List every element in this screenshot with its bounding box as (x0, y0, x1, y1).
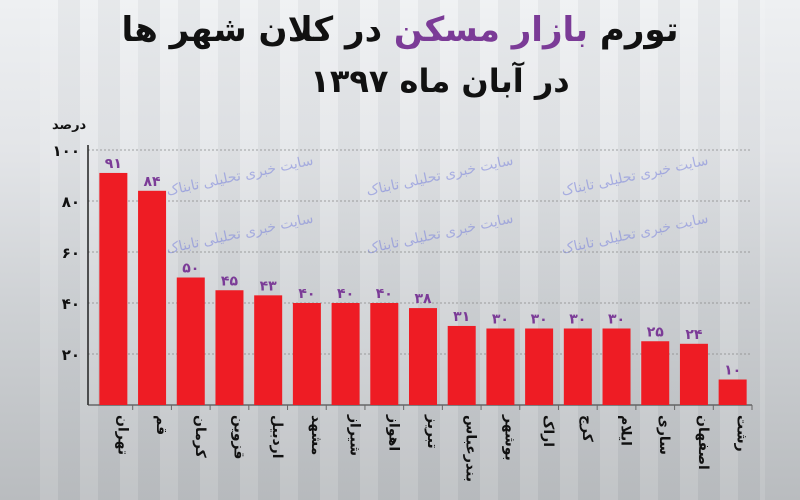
y-tick-label: ۲۰ (62, 346, 80, 364)
data-label: ۴۳ (260, 278, 278, 294)
x-tick-label: بوشهر (501, 414, 517, 461)
x-tick-label: قزوین (230, 415, 246, 459)
data-label: ۳۰ (492, 312, 509, 328)
bar (486, 328, 515, 405)
bar (370, 303, 399, 405)
y-axis-label: درصد (52, 118, 87, 133)
bar (138, 190, 167, 405)
data-label: ۴۰ (337, 286, 354, 302)
data-label: ۳۸ (414, 291, 432, 307)
x-tick-label: مشهد (308, 415, 324, 455)
x-tick-label: اصفهان (695, 415, 711, 470)
bar (331, 303, 360, 405)
bar (409, 308, 437, 405)
data-label: ۵۰ (182, 261, 199, 277)
data-label: ۱۰ (724, 363, 741, 379)
data-label: ۴۰ (298, 286, 315, 302)
bar (292, 303, 321, 405)
x-tick-label: تهران (114, 415, 130, 455)
data-label: ۸۴ (144, 174, 162, 190)
x-tick-label: کرج (579, 415, 595, 443)
data-label: ۲۴ (685, 327, 703, 343)
data-label: ۴۵ (221, 273, 239, 289)
data-label: ۳۰ (569, 312, 586, 328)
data-label: ۴۰ (376, 286, 393, 302)
x-tick-label: شیراز (347, 414, 363, 456)
bar (176, 277, 205, 405)
x-tick-label: کرمان (192, 415, 208, 459)
title-part1: تورم (599, 10, 679, 50)
y-tick-label: ۶۰ (62, 244, 80, 262)
bar (602, 328, 631, 405)
x-tick-label: تبریز (424, 414, 440, 449)
data-label: ۲۵ (647, 324, 665, 340)
bar (99, 172, 128, 405)
y-tick-label: ۱۰۰ (53, 142, 80, 160)
x-tick-label: رشت (734, 415, 750, 452)
x-tick-label: قم (153, 415, 169, 435)
x-tick-label: بندرعباس (463, 415, 479, 482)
data-label: ۳۱ (453, 309, 470, 325)
x-tick-label: اهواز (385, 414, 401, 451)
x-tick-label: ساری (656, 415, 672, 455)
title-part2: در کلان شهر ها (121, 10, 383, 50)
chart-title: تورم بازار مسکن در کلان شهر ها (0, 10, 800, 50)
bar (525, 328, 554, 405)
title-highlight: بازار مسکن (393, 10, 589, 50)
x-tick-label: ایلام (618, 415, 634, 446)
y-tick-label: ۴۰ (62, 295, 80, 313)
bar (447, 325, 476, 405)
data-label: ۳۰ (608, 312, 625, 328)
x-tick-label: اردبیل (269, 415, 285, 459)
bar (679, 343, 708, 405)
chart-subtitle: در آبان ماه ۱۳۹۷ (310, 62, 570, 100)
x-tick-label: اراک (540, 415, 556, 447)
bar (254, 295, 283, 405)
data-label: ۹۱ (105, 156, 122, 172)
bar (563, 328, 592, 405)
bar (718, 379, 747, 405)
y-tick-label: ۸۰ (62, 193, 80, 211)
bar (215, 290, 244, 405)
data-label: ۳۰ (531, 312, 548, 328)
bar (641, 341, 670, 405)
